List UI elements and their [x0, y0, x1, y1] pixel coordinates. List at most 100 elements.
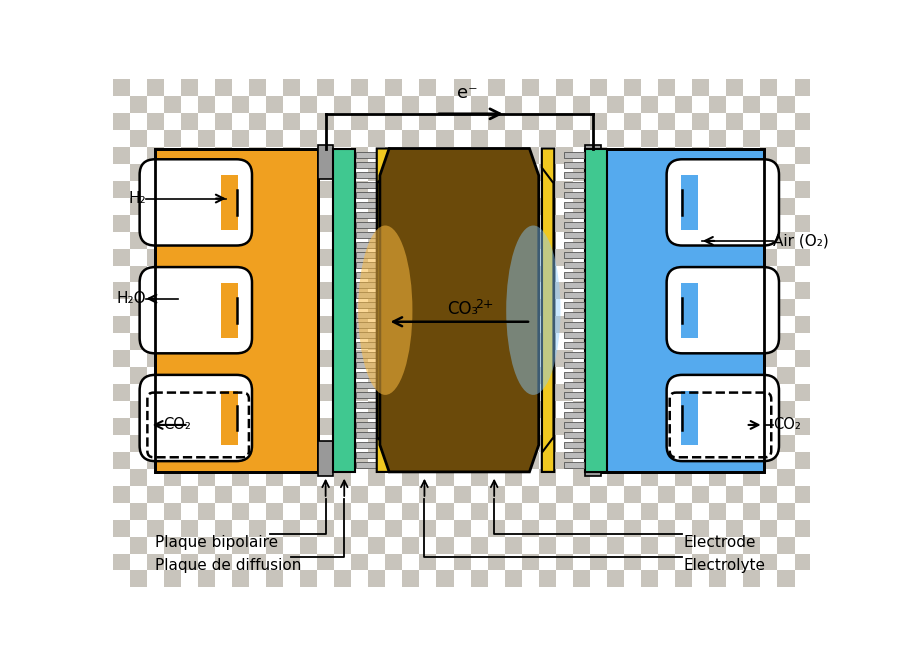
Bar [624, 79, 641, 96]
Bar [266, 401, 283, 418]
Bar [283, 249, 300, 265]
Bar [564, 152, 584, 158]
Bar [334, 181, 351, 198]
Bar [130, 519, 147, 537]
Bar [573, 570, 590, 587]
Bar [641, 214, 658, 232]
Bar [760, 265, 778, 282]
Bar [795, 198, 812, 214]
Bar [795, 333, 812, 350]
Text: Plaque bipolaire: Plaque bipolaire [155, 535, 278, 550]
Bar [221, 283, 238, 337]
Bar [402, 537, 419, 554]
Bar [385, 96, 402, 113]
Bar [249, 147, 266, 164]
Bar [436, 181, 454, 198]
Bar [147, 452, 164, 469]
Bar [385, 486, 402, 503]
Bar [164, 147, 181, 164]
Bar [641, 181, 658, 198]
Bar [488, 384, 505, 401]
Bar [778, 164, 795, 181]
Bar [130, 249, 147, 265]
Bar [317, 418, 334, 435]
Bar [419, 486, 436, 503]
Bar [419, 282, 436, 300]
Text: Electrode: Electrode [684, 535, 756, 550]
Bar [181, 164, 198, 181]
Bar [658, 249, 675, 265]
Bar [607, 537, 624, 554]
Bar [368, 147, 385, 164]
Bar [556, 130, 572, 147]
Bar [726, 300, 743, 316]
Bar [334, 401, 351, 418]
Bar [709, 198, 726, 214]
Bar [709, 554, 726, 570]
Bar [232, 282, 249, 300]
Bar [215, 249, 232, 265]
Bar [726, 130, 743, 147]
Bar [726, 401, 743, 418]
Bar [402, 384, 419, 401]
Bar [317, 554, 334, 570]
Bar [436, 232, 454, 249]
Bar [317, 130, 334, 147]
Bar [368, 79, 385, 96]
Bar [778, 452, 795, 469]
Bar [778, 333, 795, 350]
Bar [356, 202, 376, 208]
Bar [164, 333, 181, 350]
Bar [130, 418, 147, 435]
Bar [368, 503, 385, 519]
Bar [539, 452, 556, 469]
Bar [760, 249, 778, 265]
Bar [675, 282, 692, 300]
Bar [658, 198, 675, 214]
Bar [283, 503, 300, 519]
Bar [333, 148, 356, 472]
Bar [215, 350, 232, 367]
Bar [334, 232, 351, 249]
Bar [585, 145, 601, 180]
Bar [641, 232, 658, 249]
Bar [385, 181, 402, 198]
Bar [743, 401, 760, 418]
Bar [368, 232, 385, 249]
Bar [402, 300, 419, 316]
Bar [760, 435, 778, 452]
Bar [658, 130, 675, 147]
Bar [564, 312, 584, 318]
Bar [564, 342, 584, 348]
Bar [539, 367, 556, 384]
Bar [419, 401, 436, 418]
Bar [505, 486, 522, 503]
Bar [368, 300, 385, 316]
Bar [590, 164, 607, 181]
Bar [539, 435, 556, 452]
Bar [147, 265, 164, 282]
Bar [471, 147, 488, 164]
Bar [522, 469, 539, 486]
Bar [454, 503, 471, 519]
Bar [778, 570, 795, 587]
Bar [726, 232, 743, 249]
Bar [760, 113, 778, 130]
Bar [505, 401, 522, 418]
Bar [266, 537, 283, 554]
Bar [181, 435, 198, 452]
Bar [198, 367, 215, 384]
Bar [317, 367, 334, 384]
Bar [471, 418, 488, 435]
Bar [607, 113, 624, 130]
Bar [505, 113, 522, 130]
Bar [675, 519, 692, 537]
Bar [658, 232, 675, 249]
Bar [726, 316, 743, 333]
Bar [283, 469, 300, 486]
Bar [539, 79, 556, 96]
Bar [283, 350, 300, 367]
Bar [300, 519, 317, 537]
Bar [300, 367, 317, 384]
Bar [221, 175, 238, 230]
